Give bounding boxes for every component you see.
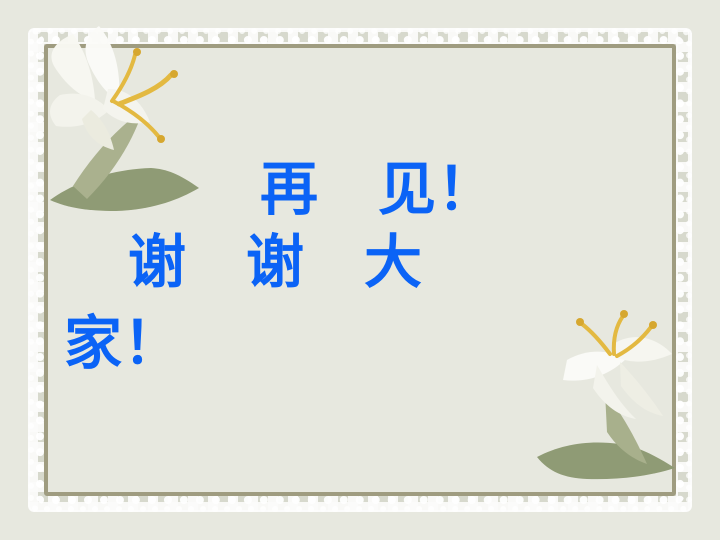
farewell-line-1: 再 见！ xyxy=(260,155,497,223)
everyone-line-3: 家！ xyxy=(64,309,183,377)
lily-flower-icon xyxy=(537,310,675,480)
thanks-line-2: 谢 谢 大 xyxy=(128,228,424,296)
lily-flower-icon xyxy=(50,26,199,211)
inner-frame xyxy=(28,28,692,512)
